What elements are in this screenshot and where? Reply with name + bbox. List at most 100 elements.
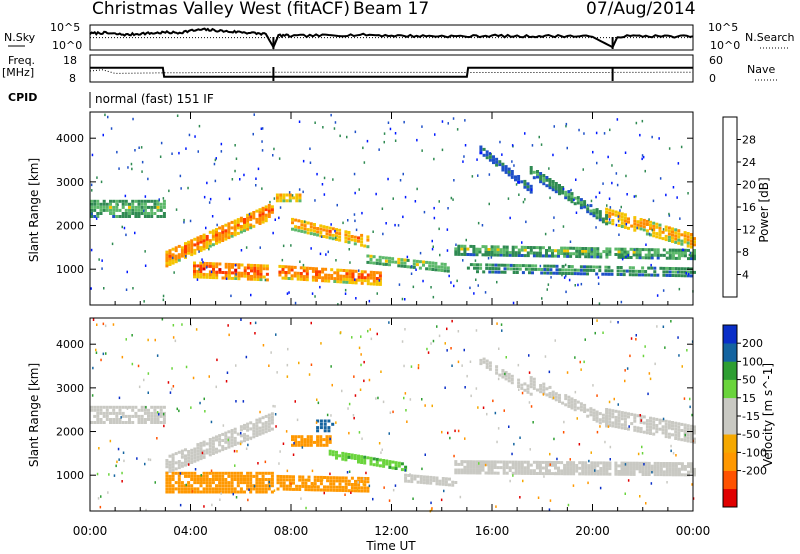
power-cell [536, 172, 539, 176]
power-cell [589, 268, 593, 272]
power-scatter [144, 250, 146, 253]
power-cell [318, 270, 321, 274]
colorbar-swatch [723, 325, 737, 344]
power-cell [626, 256, 630, 259]
velocity-cell [617, 425, 621, 429]
power-scatter [414, 200, 417, 203]
velocity-cell [623, 472, 627, 476]
power-scatter [687, 192, 689, 195]
power-cell [237, 266, 241, 270]
power-scatter [309, 161, 312, 164]
velocity-scatter [469, 360, 472, 363]
power-cell [576, 198, 580, 202]
power-cell [642, 222, 646, 226]
power-cell [134, 215, 138, 218]
velocity-cell [677, 425, 681, 429]
power-cell [306, 221, 310, 225]
velocity-scatter [294, 400, 296, 403]
power-scatter [662, 228, 665, 231]
velocity-cell [605, 461, 609, 465]
power-cell [674, 251, 678, 255]
power-scatter [438, 227, 440, 231]
power-cell [360, 233, 364, 237]
velocity-cell [187, 481, 191, 485]
velocity-cell [319, 419, 323, 423]
velocity-cell [227, 487, 231, 491]
power-cell [348, 272, 352, 276]
power-cell [605, 222, 609, 226]
velocity-cell [438, 479, 442, 483]
velocity-cell [255, 431, 259, 434]
velocity-cell [218, 437, 222, 441]
velocity-cell [561, 401, 565, 405]
power-cell [680, 270, 684, 274]
velocity-cell [504, 377, 508, 381]
velocity-cell [316, 438, 320, 442]
power-cell [261, 209, 265, 213]
power-scatter [235, 273, 237, 276]
power-cell [345, 280, 349, 284]
velocity-cell [363, 455, 367, 459]
power-cell [174, 246, 178, 250]
power-cell [318, 276, 321, 280]
power-cell [662, 273, 666, 277]
power-cell [400, 261, 404, 265]
velocity-scatter [247, 443, 249, 447]
power-cell [366, 276, 370, 280]
power-scatter [481, 224, 484, 227]
power-scatter [648, 232, 651, 236]
power-cell [372, 276, 376, 280]
velocity-cell [156, 418, 160, 421]
velocity-cell [435, 479, 439, 483]
power-scatter [598, 302, 601, 305]
power-cell [292, 196, 296, 200]
power-cell [224, 271, 228, 275]
velocity-cell [495, 368, 499, 372]
velocity-cell [448, 477, 451, 481]
velocity-cell [693, 440, 696, 444]
velocity-cell [641, 467, 645, 471]
velocity-cell [118, 421, 122, 424]
power-scatter [509, 216, 511, 220]
power-scatter [595, 131, 598, 135]
power-cell [311, 269, 315, 273]
velocity-cell [208, 487, 212, 491]
power-cell [481, 245, 485, 249]
power-cell [476, 263, 479, 267]
power-cell [156, 215, 160, 218]
velocity-scatter [381, 448, 383, 451]
power-cell [488, 155, 492, 159]
velocity-cell [668, 473, 672, 477]
power-cell [689, 236, 693, 240]
power-cell [363, 270, 367, 274]
velocity-scatter [275, 425, 277, 428]
velocity-cell [572, 461, 576, 465]
power-scatter [501, 153, 503, 156]
power-cell [131, 202, 135, 206]
power-cell [339, 274, 343, 278]
y-tick-label: 3000 [56, 176, 84, 189]
power-cell [384, 262, 388, 266]
velocity-scatter [123, 459, 125, 463]
velocity-scatter [311, 469, 314, 473]
power-scatter [544, 232, 547, 236]
velocity-cell [153, 411, 157, 415]
power-scatter [101, 267, 103, 270]
velocity-cell [357, 486, 361, 490]
power-cell [150, 205, 154, 209]
velocity-scatter [578, 443, 581, 446]
power-cell [558, 184, 561, 187]
power-cell [239, 216, 243, 220]
power-cell [506, 267, 510, 271]
power-cell [243, 220, 246, 224]
velocity-scatter [147, 372, 150, 375]
velocity-cell [329, 485, 333, 489]
velocity-cell [174, 461, 178, 465]
power-cell [318, 273, 321, 277]
power-cell [360, 276, 364, 279]
velocity-cell [319, 435, 323, 439]
power-cell [463, 250, 467, 254]
power-cell [221, 233, 225, 237]
